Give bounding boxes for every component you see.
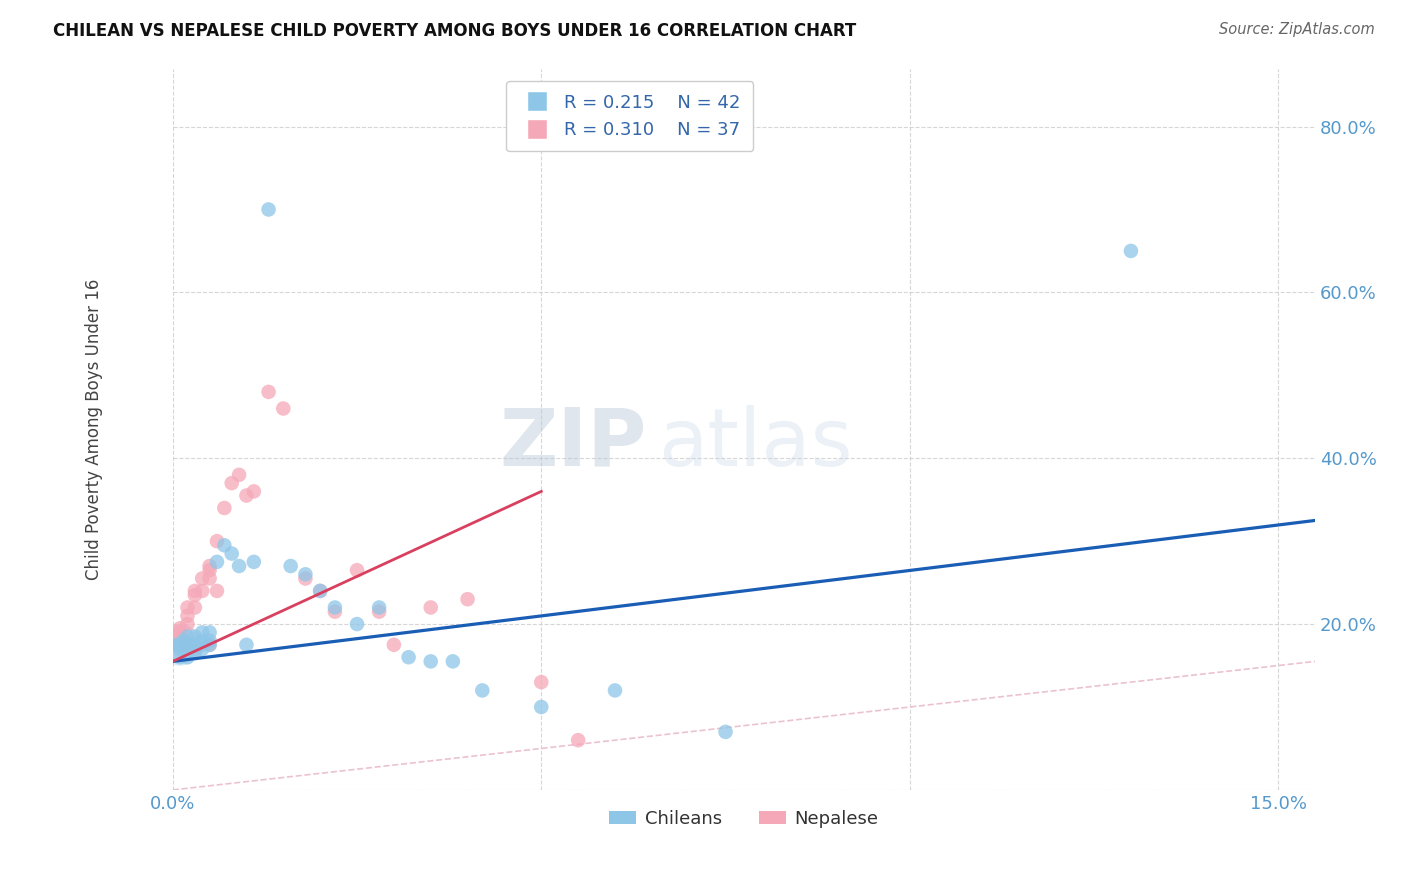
Point [184,583,207,598]
Point [294,572,316,586]
Point [346,617,368,632]
Text: atlas: atlas [658,405,852,483]
Point [243,484,266,499]
Point [419,654,441,668]
Point [184,638,207,652]
Point [198,625,221,640]
Point [184,638,207,652]
Point [184,588,207,602]
Point [176,600,198,615]
Point [184,600,207,615]
Point [169,642,191,657]
Point [530,675,553,690]
Point [214,538,236,552]
Point [169,650,191,665]
Point [176,630,198,644]
Point [198,563,221,577]
Point [235,638,257,652]
Point [169,638,191,652]
Point [214,500,236,515]
Point [419,600,441,615]
Point [184,630,207,644]
Point [398,650,420,665]
Point [198,638,221,652]
Point [603,683,626,698]
Point [169,633,191,648]
Point [1119,244,1142,258]
Point [198,633,221,648]
Point [309,583,332,598]
Point [346,563,368,577]
Text: Source: ZipAtlas.com: Source: ZipAtlas.com [1219,22,1375,37]
Point [191,572,214,586]
Point [221,547,243,561]
Point [205,534,228,549]
Point [243,555,266,569]
Point [198,559,221,574]
Point [191,642,214,657]
Point [198,572,221,586]
Point [191,633,214,648]
Point [368,605,391,619]
Point [165,638,187,652]
Text: ZIP: ZIP [499,405,647,483]
Point [165,638,187,652]
Point [198,638,221,652]
Point [382,638,405,652]
Point [235,489,257,503]
Point [205,583,228,598]
Point [457,592,479,607]
Point [294,567,316,582]
Point [176,608,198,623]
Point [169,638,191,652]
Point [257,384,280,399]
Point [176,638,198,652]
Point [191,625,214,640]
Point [471,683,494,698]
Point [191,583,214,598]
Y-axis label: Child Poverty Among Boys Under 16: Child Poverty Among Boys Under 16 [86,278,103,580]
Point [176,638,198,652]
Legend: Chileans, Nepalese: Chileans, Nepalese [602,803,886,835]
Point [228,467,250,482]
Point [323,605,346,619]
Point [176,617,198,632]
Point [368,600,391,615]
Point [205,555,228,569]
Point [441,654,464,668]
Point [169,621,191,635]
Point [176,650,198,665]
Point [169,625,191,640]
Point [309,583,332,598]
Point [191,638,214,652]
Point [530,700,553,714]
Text: CHILEAN VS NEPALESE CHILD POVERTY AMONG BOYS UNDER 16 CORRELATION CHART: CHILEAN VS NEPALESE CHILD POVERTY AMONG … [53,22,856,40]
Point [169,630,191,644]
Point [257,202,280,217]
Point [280,559,302,574]
Point [221,476,243,491]
Point [714,724,737,739]
Point [567,733,589,747]
Point [173,633,195,648]
Point [176,638,198,652]
Point [228,559,250,574]
Point [184,646,207,660]
Point [271,401,294,416]
Point [323,600,346,615]
Point [184,638,207,652]
Point [184,642,207,657]
